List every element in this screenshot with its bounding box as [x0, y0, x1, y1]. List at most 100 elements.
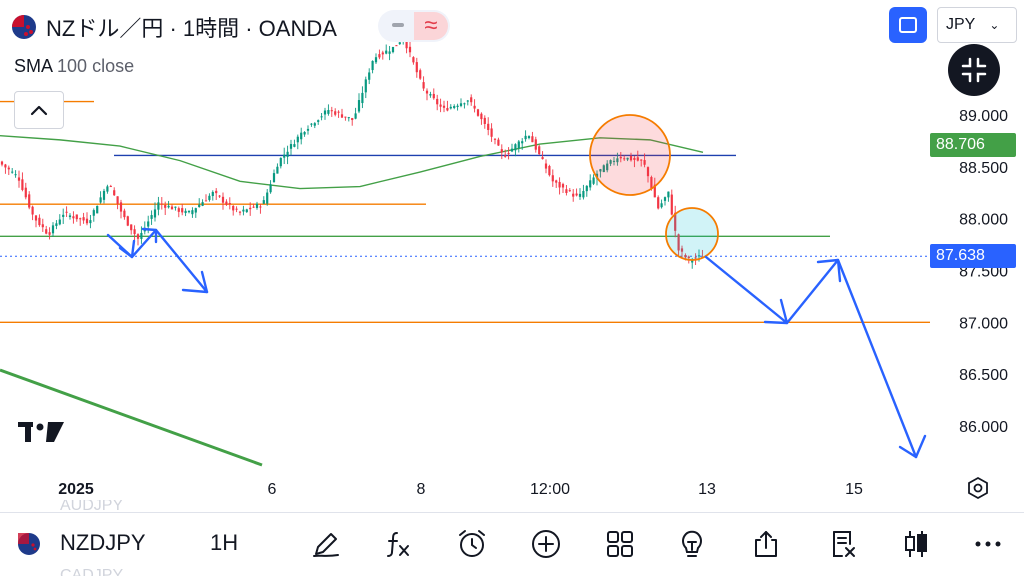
candle [313, 122, 316, 129]
candle [119, 199, 123, 219]
candle [561, 182, 565, 193]
candle [136, 233, 140, 246]
candle [211, 190, 214, 201]
bottom-symbol[interactable]: NZDJPY [60, 530, 146, 555]
candle [473, 99, 476, 113]
candle [337, 110, 340, 118]
candles-icon[interactable] [900, 528, 932, 560]
candle [289, 139, 293, 156]
candle [79, 217, 82, 226]
candle [177, 206, 180, 218]
candle [422, 76, 425, 91]
candle [126, 215, 129, 227]
candle [327, 104, 330, 116]
candle [170, 204, 174, 210]
candle [225, 199, 228, 206]
candle [68, 213, 72, 220]
candle [208, 193, 211, 202]
candle [228, 197, 231, 210]
sma-curve [0, 135, 704, 190]
candle [415, 57, 418, 78]
candle [150, 210, 153, 225]
candle [0, 160, 4, 167]
fullscreen-button[interactable] [889, 7, 927, 43]
symbol-header[interactable]: NZドル／円 · 1時間 · OANDA [12, 12, 337, 42]
candle [633, 155, 636, 168]
hexagon-settings-icon[interactable] [966, 476, 990, 500]
symbol-title[interactable]: NZドル／円 · 1時間 · OANDA [46, 16, 337, 41]
candle [419, 68, 422, 80]
grid-icon[interactable] [604, 528, 636, 560]
candle [85, 212, 89, 226]
candle [463, 102, 466, 109]
candle [14, 170, 17, 178]
candle [262, 196, 265, 205]
candle [272, 169, 276, 183]
arrowhead [118, 239, 136, 259]
candle [249, 202, 252, 216]
time-axis-label: 15 [845, 481, 863, 498]
candle [361, 86, 364, 109]
candle [385, 44, 388, 55]
candle [663, 196, 667, 206]
sma-price-tag: 88.706 [930, 133, 1016, 157]
share-icon[interactable] [750, 528, 782, 560]
candle [17, 170, 21, 188]
candle [677, 233, 680, 258]
candle [65, 206, 68, 218]
candle [680, 245, 684, 258]
lightbulb-icon[interactable] [676, 528, 708, 560]
candle [636, 150, 639, 162]
candle [221, 192, 225, 210]
wave-icon[interactable]: ≈ [414, 12, 448, 40]
time-axis-label: 2025 [58, 481, 94, 498]
minus-icon[interactable] [386, 13, 410, 37]
collapse-legend-button[interactable] [14, 91, 64, 129]
replay-icon[interactable] [826, 528, 858, 560]
candle [371, 60, 374, 74]
indicator-params: 100 close [57, 56, 135, 76]
candle [62, 208, 65, 224]
candle [589, 174, 592, 191]
candle [395, 45, 398, 47]
candle [116, 196, 119, 210]
candle [164, 201, 167, 216]
candle [412, 56, 415, 65]
chevron-down-icon: ⌄ [989, 18, 1000, 32]
candle [653, 177, 656, 198]
candle [504, 149, 507, 158]
candle [480, 112, 483, 125]
candle [198, 198, 201, 208]
candle [92, 208, 95, 222]
shrink-button[interactable] [948, 44, 1000, 96]
candle [493, 138, 497, 145]
candle [640, 159, 643, 167]
candle [538, 144, 541, 156]
bottom-interval[interactable]: 1H [210, 530, 239, 555]
alarm-clock-icon[interactable] [456, 528, 488, 560]
candle [514, 143, 517, 157]
candle [330, 106, 333, 117]
candle [75, 214, 78, 222]
chart-canvas[interactable]: 89.00088.50088.00087.50087.00086.50086.0… [0, 0, 1024, 512]
projection-arrow-right [704, 255, 918, 459]
drawing-pen-icon[interactable] [310, 528, 342, 560]
sma-legend[interactable]: SMA 100 close [14, 56, 134, 77]
currency-select[interactable]: JPY ⌄ [937, 7, 1017, 43]
candle [201, 199, 204, 207]
plus-circle-icon[interactable] [530, 528, 562, 560]
candle [31, 205, 34, 221]
candle [660, 199, 663, 209]
candle [527, 135, 531, 140]
fx-indicator-icon[interactable] [382, 528, 414, 560]
candle [558, 177, 561, 195]
candle [296, 134, 299, 150]
candle [646, 166, 650, 183]
candle [459, 98, 463, 108]
more-icon[interactable] [972, 528, 1004, 560]
candle [436, 94, 439, 111]
candle [674, 205, 677, 238]
candle [442, 100, 446, 113]
candle [470, 94, 473, 106]
time-axis-label: 13 [698, 481, 716, 498]
